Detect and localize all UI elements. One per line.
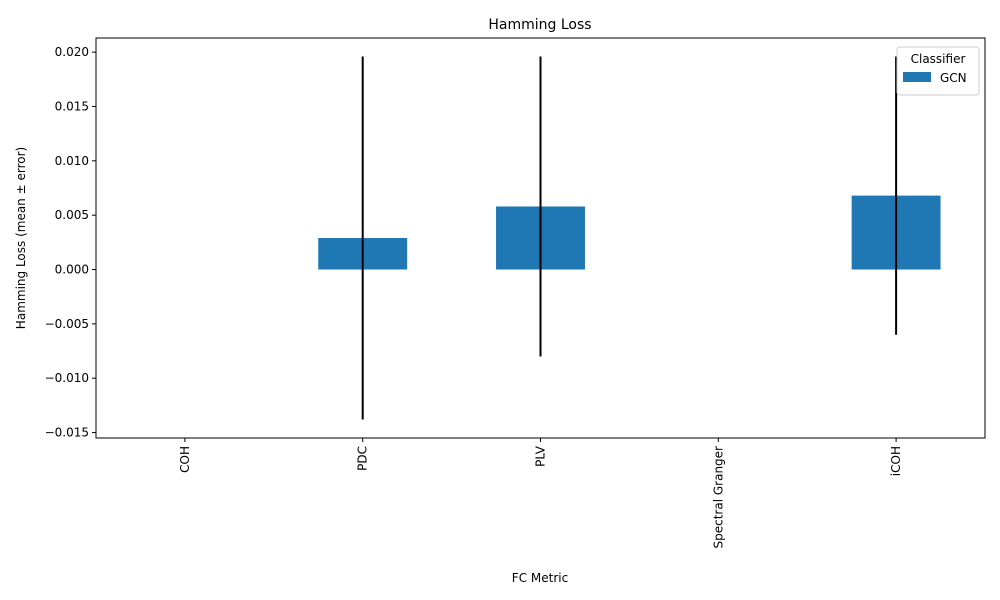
x-tick-label: PLV	[534, 445, 548, 467]
chart-title: Hamming Loss	[488, 17, 591, 33]
x-tick-label: iCOH	[889, 446, 903, 476]
y-tick-label: −0.010	[45, 371, 89, 385]
y-tick-label: 0.015	[55, 99, 89, 113]
legend-title: Classifier	[911, 52, 966, 66]
legend-label-gcn: GCN	[940, 71, 967, 85]
y-axis-label: Hamming Loss (mean ± error)	[14, 147, 28, 329]
y-tick-label: −0.015	[45, 426, 89, 440]
y-tick-label: −0.005	[45, 317, 89, 331]
x-axis-label: FC Metric	[512, 571, 568, 585]
x-tick-label: PDC	[356, 446, 370, 471]
y-tick-label: 0.000	[55, 263, 89, 277]
legend-swatch-gcn	[903, 72, 931, 82]
x-tick-label: Spectral Granger	[711, 446, 725, 549]
y-tick-label: 0.005	[55, 208, 89, 222]
legend-box	[896, 46, 980, 96]
x-tick-label: COH	[178, 446, 192, 473]
y-tick-label: 0.020	[55, 45, 89, 59]
legend: Classifier GCN	[896, 46, 980, 96]
plot-area: −0.015 −0.010 −0.005 0.000 0.005 0.010 0.015 0.…	[45, 37, 986, 549]
y-tick-label: 0.010	[55, 154, 89, 168]
